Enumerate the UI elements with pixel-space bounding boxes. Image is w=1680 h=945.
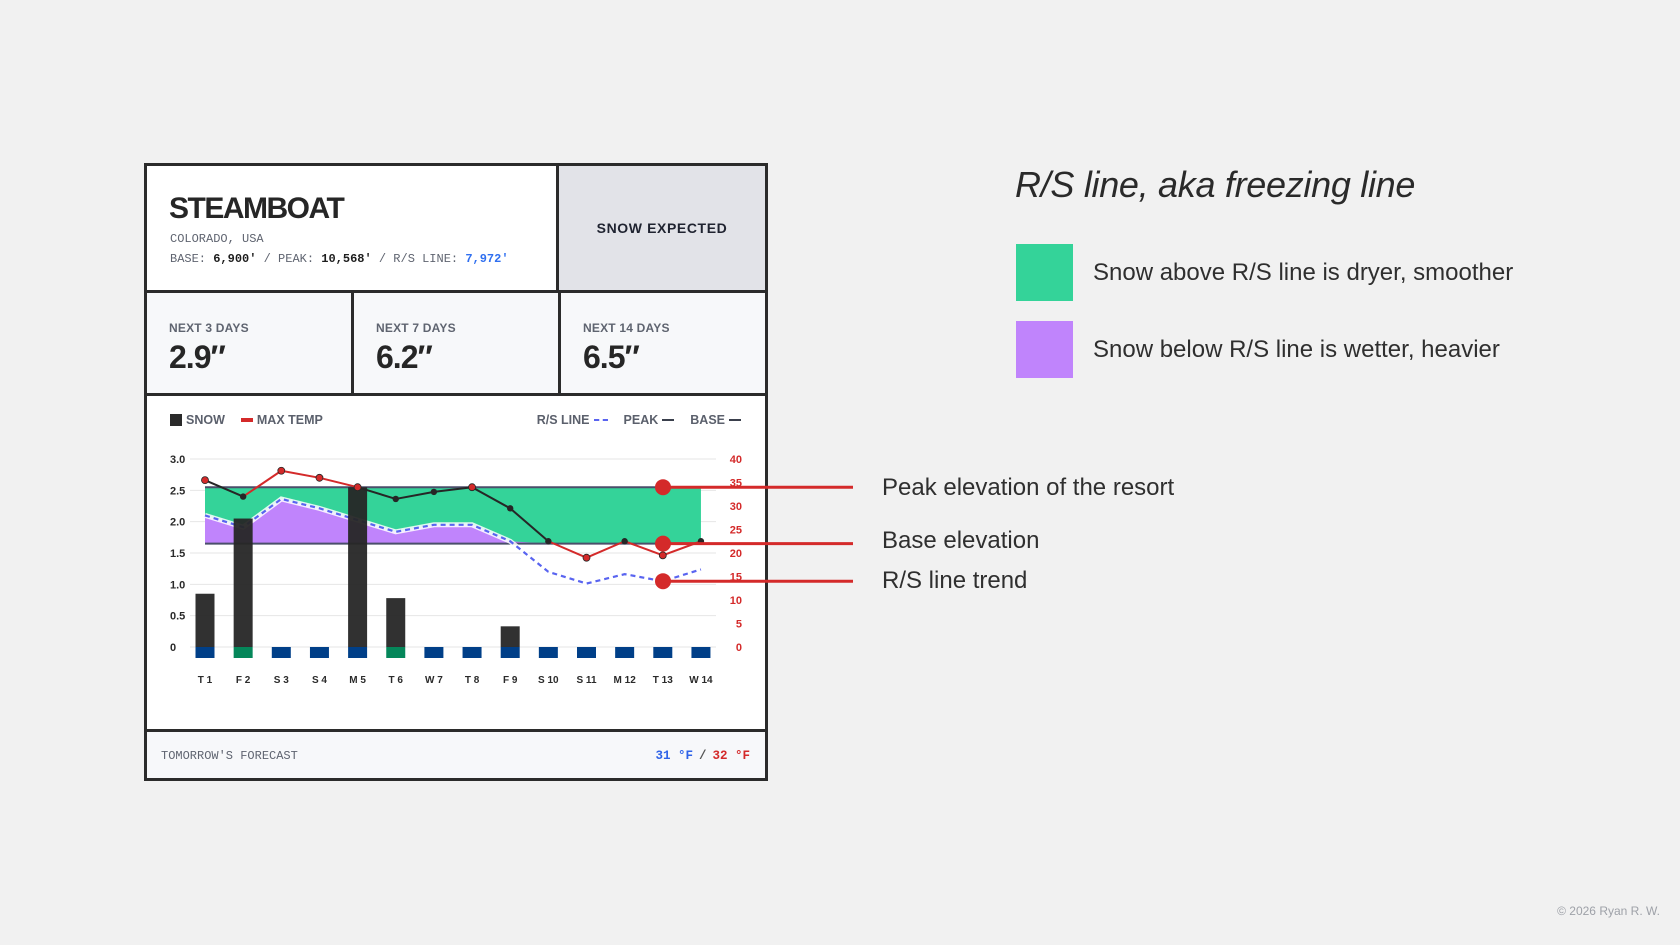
svg-text:25: 25 [730,525,742,537]
annotation-base: Base elevation [882,527,1040,554]
svg-text:T 1: T 1 [198,675,213,686]
svg-text:5: 5 [736,619,742,631]
max-temp-line [201,466,705,562]
svg-text:0.5: 0.5 [170,611,185,623]
stat-next-14-days: NEXT 14 DAYS 6.5″ [558,293,765,393]
legend-rs-line: R/S LINE [537,413,608,427]
resort-card: STEAMBOAT COLORADO, USA BASE: 6,900′ / P… [144,163,768,781]
svg-text:W 14: W 14 [689,675,713,686]
svg-text:2.5: 2.5 [170,485,185,497]
chart-legend-left: SNOW MAX TEMP [170,413,323,427]
svg-text:T 6: T 6 [389,675,404,686]
rs-line-label: R/S LINE: [393,252,459,266]
legend-peak: PEAK [624,413,675,427]
key-label: Snow below R/S line is wetter, heavier [1093,335,1500,363]
separator: / [698,749,707,763]
svg-text:2.0: 2.0 [170,517,185,529]
stat-label: NEXT 14 DAYS [583,321,670,335]
key-below-rs: Snow below R/S line is wetter, heavier [1016,321,1500,378]
green-swatch-icon [1016,244,1073,301]
svg-text:M 5: M 5 [349,675,366,686]
key-label: Snow above R/S line is dryer, smoother [1093,258,1514,286]
svg-text:0: 0 [170,642,176,654]
stat-value: 6.2″ [376,339,433,375]
x-axis: T 1 F 2 S 3 S 4 M 5 T 6 W 7 T 8 F 9 S 10 S 11 M 12 T… [198,675,713,686]
stat-value: 6.5″ [583,339,640,375]
separator: / [378,252,387,266]
stat-label: NEXT 3 DAYS [169,321,249,335]
key-above-rs: Snow above R/S line is dryer, smoother [1016,244,1513,301]
svg-text:10: 10 [730,595,742,607]
forecast-label: TOMORROW'S FORECAST [161,749,298,763]
legend-snow: SNOW [170,413,225,427]
peak-label: PEAK: [278,252,315,266]
resort-name: STEAMBOAT [169,192,345,225]
rs-line-value: 7,972′ [465,252,509,266]
legend-max-temp: MAX TEMP [240,413,323,427]
svg-text:S 11: S 11 [576,675,596,686]
svg-text:T 13: T 13 [653,675,673,686]
legend-label: BASE [690,413,725,427]
explainer-title: R/S line, aka freezing line [1015,164,1416,205]
elevation-info: BASE: 6,900′ / PEAK: 10,568′ / R/S LINE:… [170,252,509,266]
peak-value: 10,568′ [321,252,372,266]
left-axis: 0 0.5 1.0 1.5 2.0 2.5 3.0 [170,454,185,654]
snow-bars [195,487,520,647]
annotation-callouts [655,479,853,590]
copyright: © 2026 Ryan R. W. [1557,904,1660,918]
svg-text:3.0: 3.0 [170,454,185,466]
legend-label: R/S LINE [536,413,590,427]
snowfall-stats: NEXT 3 DAYS 2.9″ NEXT 7 DAYS 6.2″ NEXT 1… [147,290,765,396]
svg-text:30: 30 [730,501,742,513]
base-value: 6,900′ [213,252,257,266]
forecast-temps: 31 °F / 32 °F [655,749,750,763]
low-temp: 31 °F [655,749,693,763]
base-swatch-icon [729,419,741,421]
separator: / [263,252,271,266]
svg-text:T 8: T 8 [465,675,480,686]
rs-line-swatch-icon [593,419,608,421]
max-temp-swatch-icon [240,418,253,422]
snow-swatch-icon [170,414,182,426]
tomorrow-forecast: TOMORROW'S FORECAST 31 °F / 32 °F [147,729,765,778]
annotation-peak: Peak elevation of the resort [882,474,1175,501]
stat-next-3-days: NEXT 3 DAYS 2.9″ [147,293,351,393]
chart-legend-right: R/S LINE PEAK BASE [537,413,741,427]
svg-text:1.0: 1.0 [170,579,185,591]
svg-text:M 12: M 12 [614,675,637,686]
svg-text:W 7: W 7 [425,675,443,686]
peak-swatch-icon [662,419,675,421]
resort-header: STEAMBOAT COLORADO, USA BASE: 6,900′ / P… [147,166,559,290]
svg-text:40: 40 [730,454,742,466]
annotation-rs-line: R/S line trend [882,567,1028,594]
svg-text:S 3: S 3 [274,675,289,686]
svg-text:S 10: S 10 [538,675,559,686]
base-label: BASE: [170,252,207,266]
svg-text:F 9: F 9 [503,675,518,686]
legend-label: SNOW [186,413,225,427]
purple-swatch-icon [1016,321,1073,378]
svg-text:F 2: F 2 [236,675,251,686]
resort-location: COLORADO, USA [170,232,264,246]
stat-label: NEXT 7 DAYS [376,321,456,335]
high-temp: 32 °F [712,749,750,763]
rs-line [204,497,702,585]
status-badge-label: SNOW EXPECTED [596,220,728,236]
legend-label: PEAK [623,413,659,427]
elevation-band [205,486,701,545]
legend-base: BASE [690,413,741,427]
svg-text:S 4: S 4 [312,675,327,686]
status-badge: SNOW EXPECTED [559,166,765,290]
svg-text:20: 20 [730,548,742,560]
svg-text:0: 0 [736,642,742,654]
stat-next-7-days: NEXT 7 DAYS 6.2″ [351,293,558,393]
svg-text:1.5: 1.5 [170,548,185,560]
stat-value: 2.9″ [169,339,226,375]
snow-type-indicators [195,647,711,658]
legend-label: MAX TEMP [256,413,323,427]
